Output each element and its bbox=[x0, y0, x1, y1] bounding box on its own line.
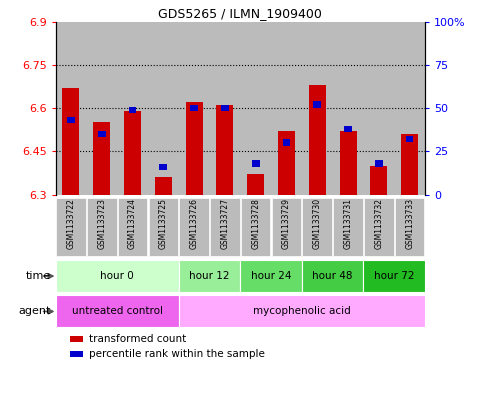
Text: GSM1133722: GSM1133722 bbox=[67, 198, 75, 249]
Text: agent: agent bbox=[18, 307, 51, 316]
Text: untreated control: untreated control bbox=[71, 307, 163, 316]
Bar bbox=[190, 105, 198, 111]
Bar bbox=[179, 296, 425, 327]
Bar bbox=[62, 88, 79, 195]
Bar bbox=[401, 134, 418, 195]
Text: percentile rank within the sample: percentile rank within the sample bbox=[89, 349, 265, 359]
Text: GSM1133727: GSM1133727 bbox=[220, 198, 229, 249]
Text: GSM1133732: GSM1133732 bbox=[374, 198, 384, 249]
Bar bbox=[98, 131, 106, 137]
Bar bbox=[210, 22, 240, 195]
Text: hour 48: hour 48 bbox=[313, 271, 353, 281]
Bar bbox=[395, 198, 425, 256]
Bar bbox=[179, 22, 209, 195]
Bar bbox=[216, 105, 233, 195]
Bar bbox=[333, 22, 363, 195]
Bar bbox=[364, 22, 394, 195]
Bar bbox=[87, 22, 116, 195]
Bar bbox=[117, 22, 148, 195]
Text: GSM1133725: GSM1133725 bbox=[159, 198, 168, 249]
Text: hour 12: hour 12 bbox=[189, 271, 230, 281]
Text: hour 24: hour 24 bbox=[251, 271, 291, 281]
Bar bbox=[333, 22, 364, 195]
Text: transformed count: transformed count bbox=[89, 334, 186, 345]
Text: GSM1133723: GSM1133723 bbox=[97, 198, 106, 249]
Bar bbox=[56, 22, 86, 195]
Bar bbox=[309, 85, 326, 195]
Bar bbox=[128, 107, 136, 113]
Bar bbox=[394, 22, 425, 195]
Text: GSM1133731: GSM1133731 bbox=[343, 198, 353, 249]
Bar bbox=[302, 260, 364, 292]
Bar bbox=[252, 160, 259, 167]
Bar bbox=[56, 198, 85, 256]
Bar bbox=[241, 22, 270, 195]
Bar bbox=[340, 131, 356, 195]
Bar bbox=[364, 260, 425, 292]
Bar bbox=[179, 198, 209, 256]
Bar bbox=[272, 198, 301, 256]
Bar bbox=[210, 22, 240, 195]
Bar bbox=[364, 198, 394, 256]
Bar bbox=[278, 131, 295, 195]
Bar bbox=[56, 260, 179, 292]
Bar bbox=[210, 198, 240, 256]
Title: GDS5265 / ILMN_1909400: GDS5265 / ILMN_1909400 bbox=[158, 7, 322, 20]
Bar bbox=[155, 177, 172, 195]
Bar bbox=[247, 174, 264, 195]
Bar bbox=[272, 22, 301, 195]
Bar bbox=[56, 296, 179, 327]
Bar bbox=[241, 198, 270, 256]
Bar bbox=[71, 336, 83, 342]
Bar bbox=[406, 136, 413, 142]
Text: GSM1133729: GSM1133729 bbox=[282, 198, 291, 249]
Bar bbox=[185, 102, 202, 195]
Bar bbox=[56, 22, 85, 195]
Bar bbox=[124, 111, 141, 195]
Bar bbox=[313, 101, 321, 108]
Text: mycophenolic acid: mycophenolic acid bbox=[253, 307, 351, 316]
Bar bbox=[148, 22, 179, 195]
Bar bbox=[159, 164, 167, 170]
Text: GSM1133730: GSM1133730 bbox=[313, 198, 322, 250]
Bar bbox=[271, 22, 302, 195]
Bar bbox=[118, 22, 147, 195]
Bar bbox=[302, 22, 332, 195]
Bar bbox=[179, 22, 210, 195]
Text: hour 72: hour 72 bbox=[374, 271, 414, 281]
Text: GSM1133733: GSM1133733 bbox=[405, 198, 414, 250]
Bar bbox=[240, 22, 271, 195]
Text: hour 0: hour 0 bbox=[100, 271, 134, 281]
Bar bbox=[86, 22, 117, 195]
Bar bbox=[71, 351, 83, 357]
Text: GSM1133726: GSM1133726 bbox=[190, 198, 199, 249]
Text: GSM1133724: GSM1133724 bbox=[128, 198, 137, 249]
Text: GSM1133728: GSM1133728 bbox=[251, 198, 260, 249]
Bar bbox=[302, 198, 332, 256]
Bar bbox=[87, 198, 116, 256]
Text: time: time bbox=[26, 271, 51, 281]
Bar bbox=[364, 22, 394, 195]
Bar bbox=[221, 105, 229, 111]
Bar bbox=[333, 198, 363, 256]
Bar bbox=[67, 117, 75, 123]
Bar bbox=[395, 22, 425, 195]
Bar bbox=[344, 126, 352, 132]
Bar bbox=[149, 22, 178, 195]
Bar bbox=[118, 198, 147, 256]
Bar bbox=[240, 260, 302, 292]
Bar bbox=[370, 166, 387, 195]
Bar bbox=[179, 260, 240, 292]
Bar bbox=[302, 22, 333, 195]
Bar bbox=[375, 160, 383, 167]
Bar bbox=[283, 140, 290, 146]
Bar bbox=[93, 123, 110, 195]
Bar bbox=[149, 198, 178, 256]
